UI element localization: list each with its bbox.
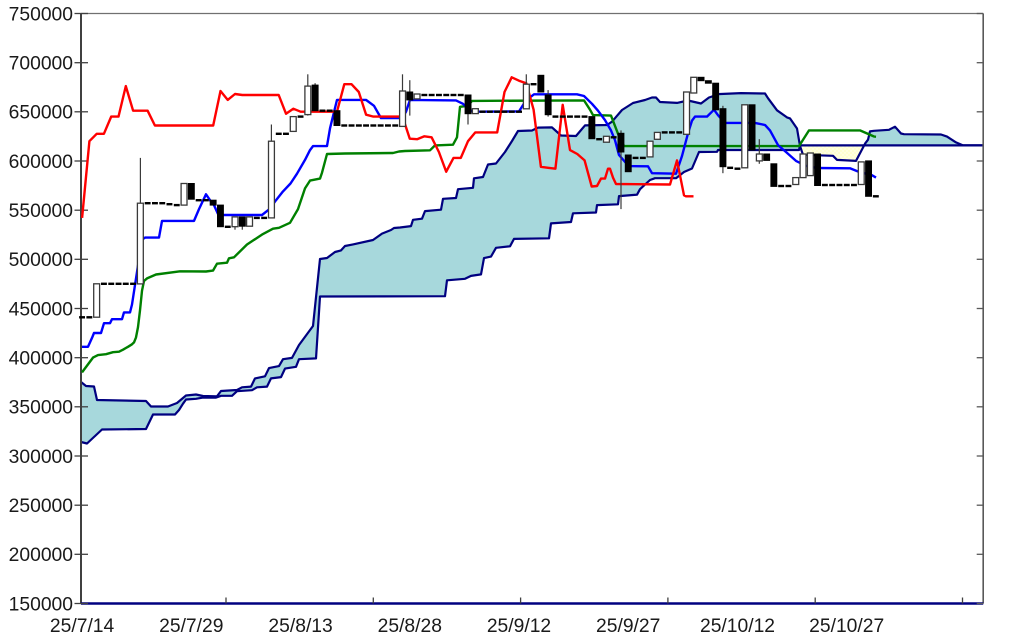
svg-text:150000: 150000 [9,594,73,615]
svg-text:200000: 200000 [9,545,73,566]
svg-text:550000: 550000 [9,201,73,222]
svg-text:25/9/27: 25/9/27 [596,616,660,637]
svg-text:25/7/14: 25/7/14 [50,616,115,637]
svg-text:400000: 400000 [9,349,73,370]
svg-text:650000: 650000 [9,103,73,124]
svg-text:25/8/28: 25/8/28 [378,616,442,637]
svg-text:25/7/29: 25/7/29 [159,616,223,637]
svg-text:25/8/13: 25/8/13 [268,616,332,637]
svg-text:25/9/12: 25/9/12 [487,616,551,637]
svg-text:300000: 300000 [9,447,73,468]
svg-text:750000: 750000 [9,4,73,25]
svg-text:350000: 350000 [9,398,73,419]
svg-text:25/10/27: 25/10/27 [809,616,884,637]
svg-text:700000: 700000 [9,54,73,75]
svg-text:600000: 600000 [9,152,73,173]
svg-text:450000: 450000 [9,299,73,320]
svg-text:250000: 250000 [9,496,73,517]
svg-text:25/10/12: 25/10/12 [700,616,775,637]
svg-text:500000: 500000 [9,250,73,271]
